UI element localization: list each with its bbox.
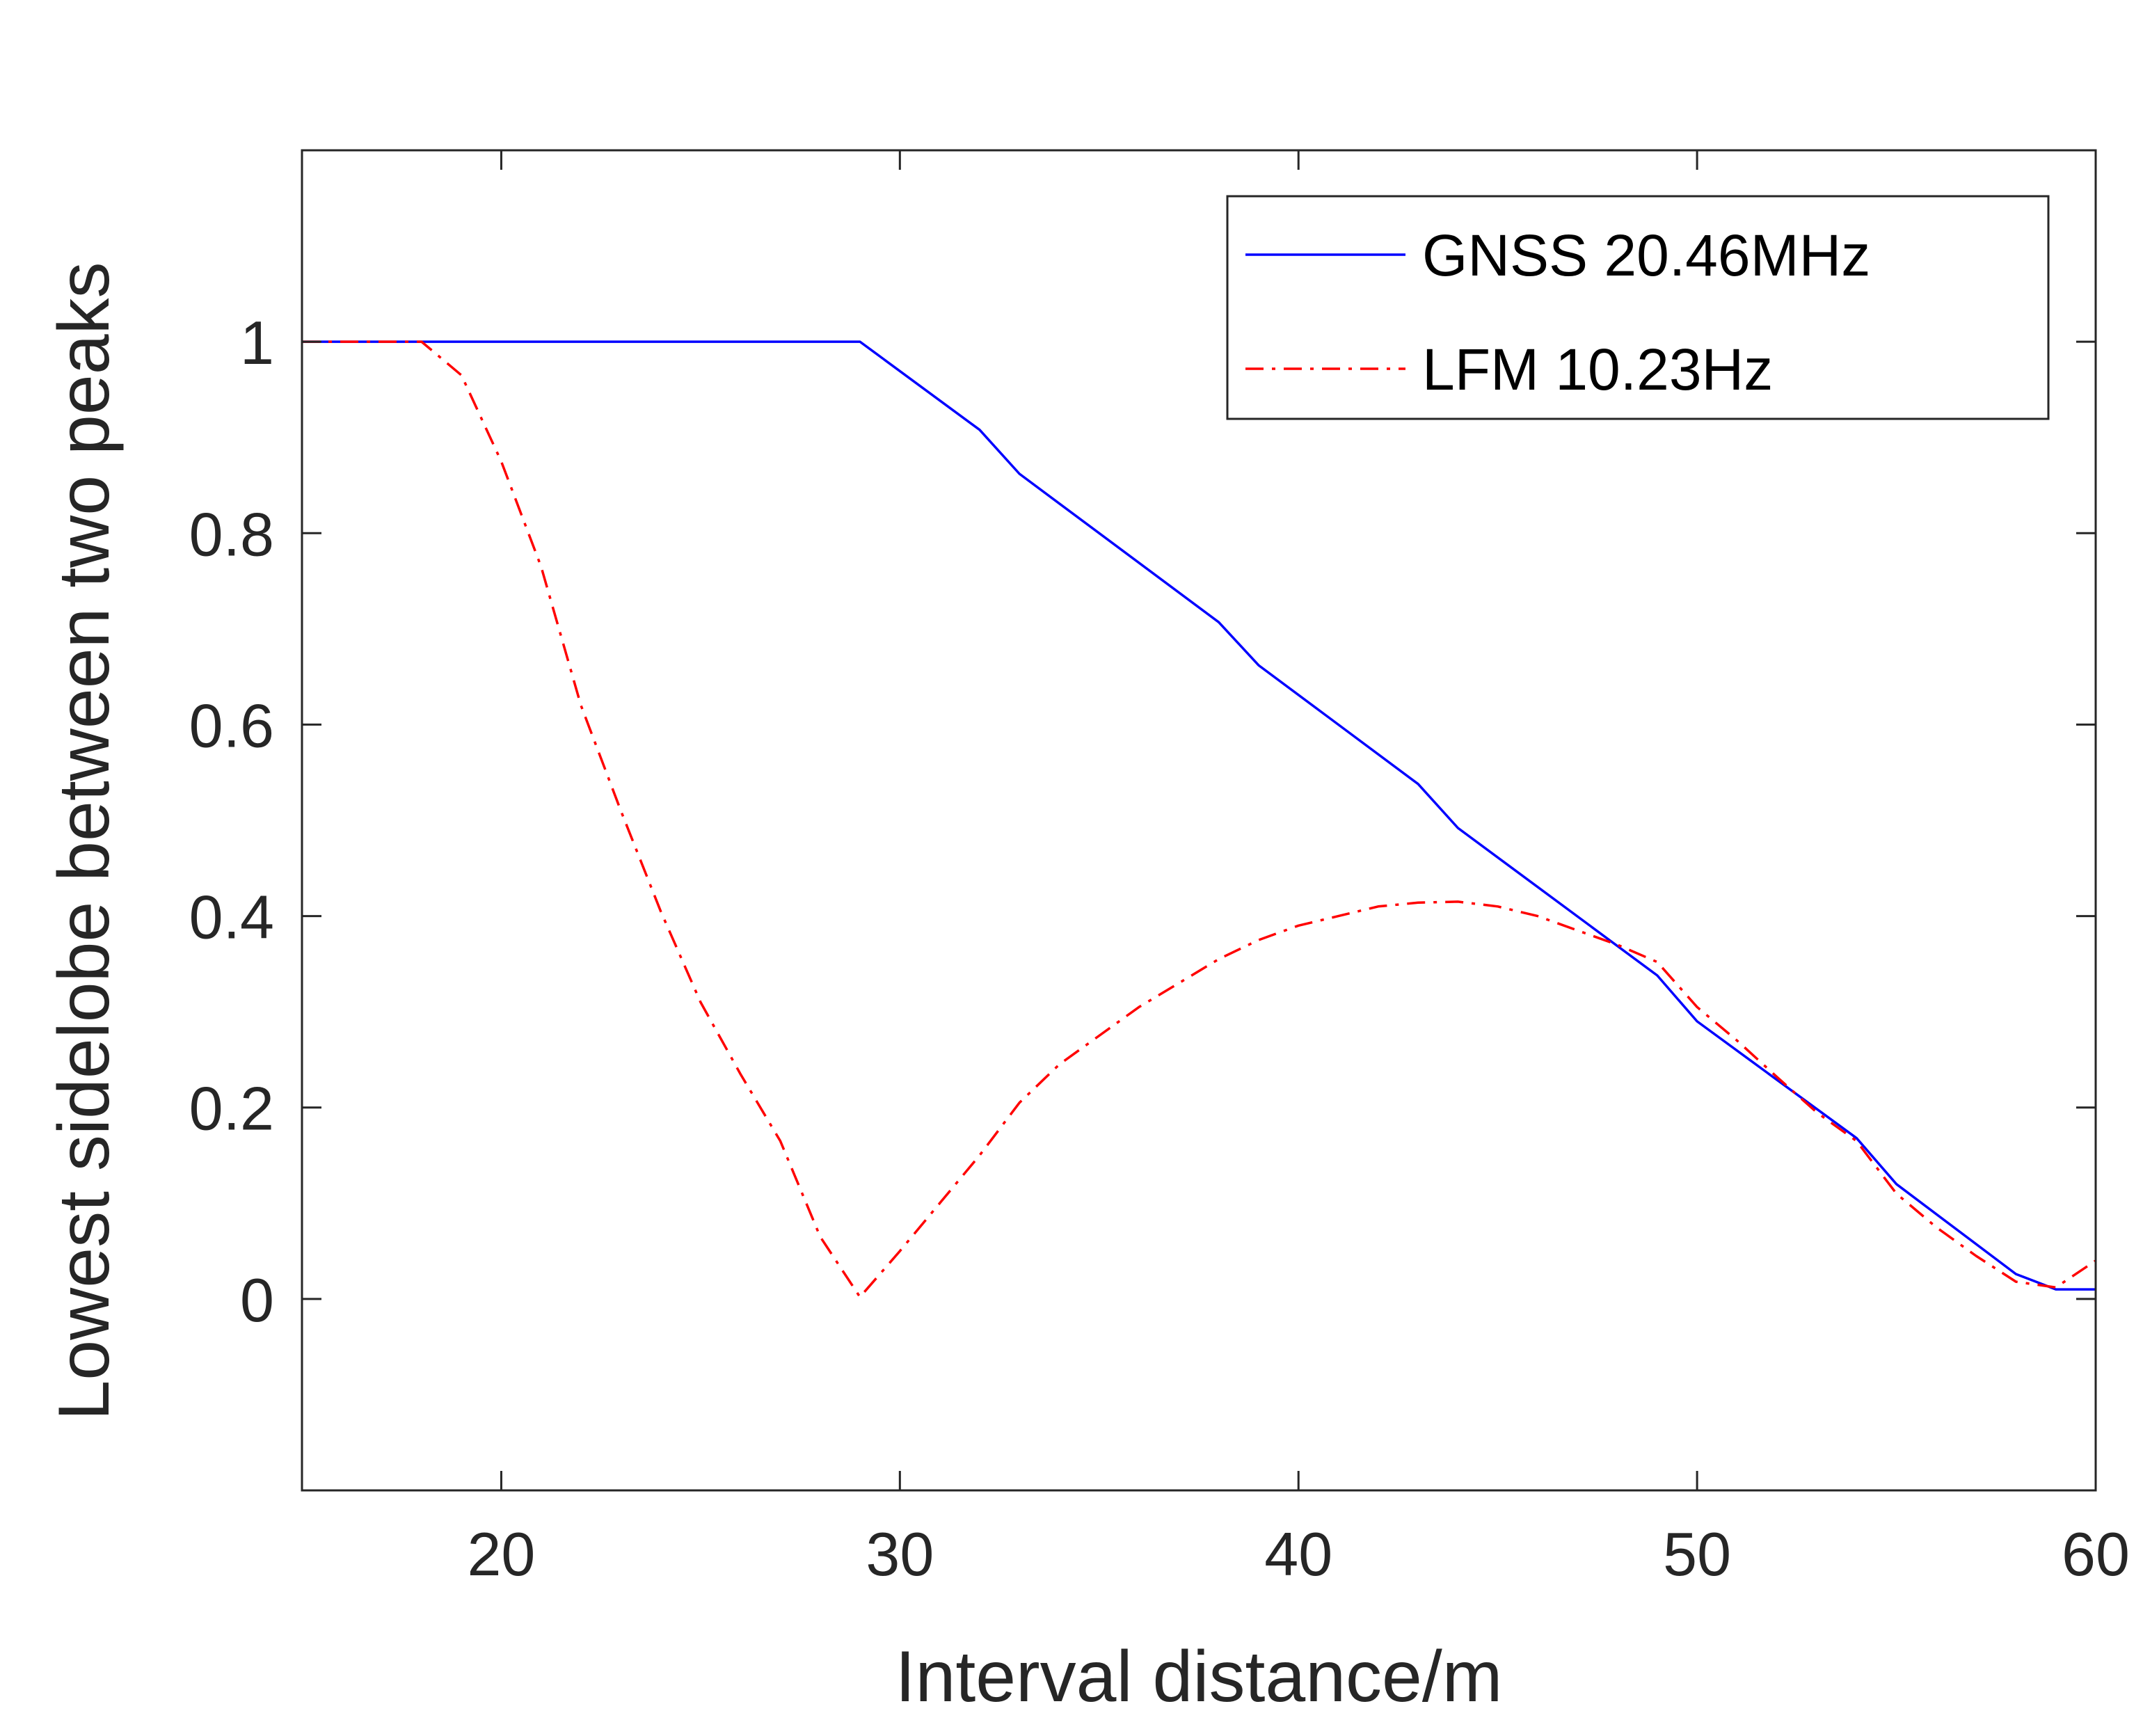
x-tick-label: 40 [1264, 1520, 1332, 1588]
legend-label-gnss: GNSS 20.46MHz [1422, 223, 1870, 288]
x-axis-title: Interval distance/m [895, 1637, 1503, 1717]
x-tick-label: 60 [2062, 1520, 2130, 1588]
x-tick-label: 50 [1663, 1520, 1731, 1588]
legend-label-lfm: LFM 10.23Hz [1422, 337, 1773, 402]
y-tick-label: 1 [240, 308, 274, 377]
axes-box [301, 149, 2097, 1492]
x-tick-label: 30 [866, 1520, 934, 1588]
y-tick-label: 0 [240, 1266, 274, 1335]
series-line-gnss [302, 340, 2096, 1291]
legend-box [1226, 195, 2050, 420]
axes-layer [301, 149, 2097, 1492]
y-tick-label: 0.2 [189, 1074, 274, 1143]
legend: GNSS 20.46MHz LFM 10.23Hz [1226, 195, 2050, 420]
series-line-lfm [302, 340, 2096, 1298]
x-tick-label: 20 [467, 1520, 535, 1588]
y-tick-label: 0.8 [189, 500, 274, 568]
series-layer [302, 340, 2096, 1298]
y-tick-label: 0.6 [189, 691, 274, 760]
y-tick-label: 0.4 [189, 883, 274, 952]
ticks-layer [302, 150, 2097, 1490]
y-axis-title: Lowest sidelobe between two peaks [44, 262, 125, 1420]
tick-labels: 20 30 40 50 60 0 0.2 0.4 0.6 0.8 1 [189, 308, 2130, 1588]
